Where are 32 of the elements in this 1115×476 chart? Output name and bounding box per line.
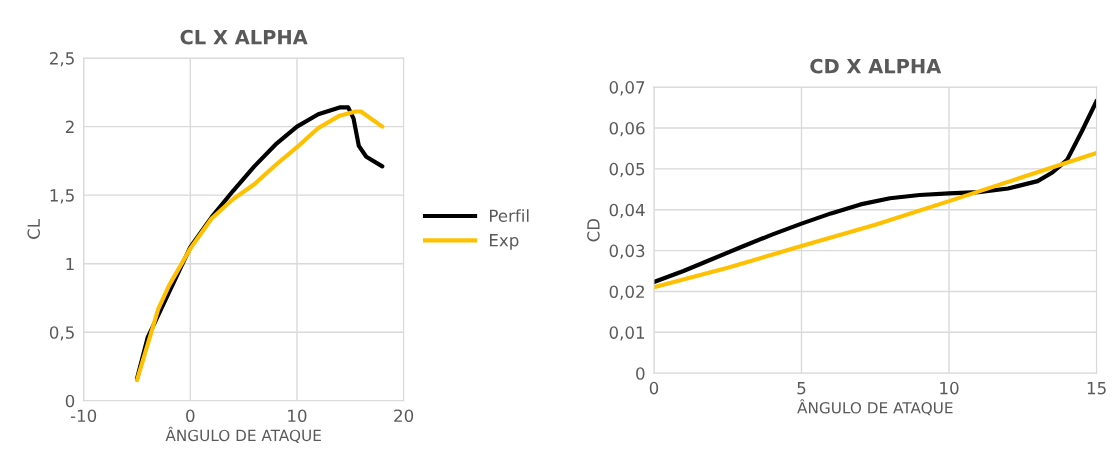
chart-title: CD X ALPHA bbox=[810, 58, 942, 74]
x-tick-label: 0 bbox=[649, 381, 659, 395]
x-tick-label: 5 bbox=[797, 382, 806, 395]
y-tick-label: 1,5 bbox=[50, 189, 74, 204]
y-tick-label: 0 bbox=[636, 367, 645, 380]
y-axis-title: CL bbox=[27, 219, 40, 239]
y-tick-label: 1 bbox=[66, 257, 74, 271]
x-tick-label: 20 bbox=[394, 409, 414, 423]
y-tick-label: 2,5 bbox=[50, 52, 74, 67]
y-tick-label: 0 bbox=[65, 394, 75, 408]
legend-label: Perfil bbox=[490, 209, 529, 223]
x-axis-title: ÂNGULO DE ATAQUE bbox=[165, 426, 321, 443]
y-tick-label: 0,07 bbox=[609, 81, 645, 96]
x-axis-title: ÂNGULO DE ATAQUE bbox=[797, 399, 953, 416]
x-tick-label: 10 bbox=[288, 409, 307, 423]
x-tick-label: 0 bbox=[186, 409, 195, 423]
y-tick-label: 2 bbox=[65, 120, 74, 133]
y-tick-label: 0,05 bbox=[609, 162, 645, 178]
y-tick-label: 0,03 bbox=[609, 244, 645, 259]
line-series bbox=[653, 98, 1097, 285]
x-tick-label: 15 bbox=[1087, 382, 1106, 395]
y-tick-label: 0,02 bbox=[609, 285, 644, 300]
chart-title: CL X ALPHA bbox=[180, 29, 308, 45]
y-tick-label: 0,04 bbox=[609, 203, 645, 218]
y-tick-label: 0,5 bbox=[49, 326, 74, 341]
y-axis-title: CD bbox=[587, 218, 600, 242]
y-tick-label: 0,01 bbox=[609, 326, 645, 341]
x-tick-label: -10 bbox=[70, 409, 97, 423]
y-tick-label: 0,06 bbox=[609, 121, 645, 137]
line-series bbox=[653, 150, 1097, 290]
x-tick-label: 10 bbox=[940, 381, 959, 395]
legend-label: Exp bbox=[490, 234, 519, 250]
